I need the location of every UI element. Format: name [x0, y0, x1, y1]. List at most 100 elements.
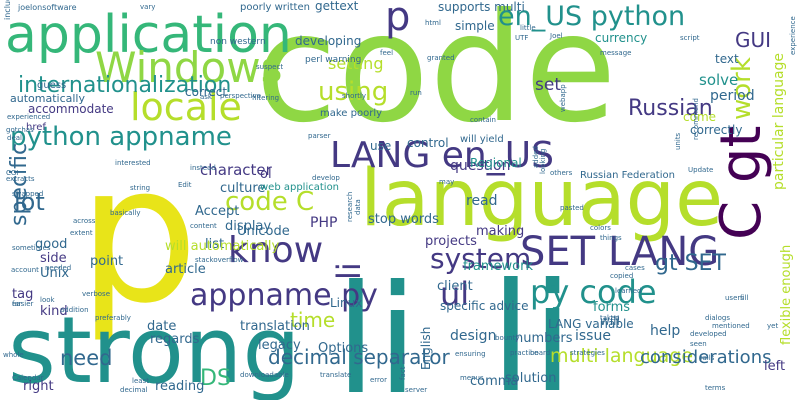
word-point: point	[90, 254, 123, 269]
word-use: use	[370, 139, 391, 153]
word-experienced: experienced	[7, 113, 50, 121]
word-c-gt: C gt	[709, 126, 774, 240]
word-data: data	[354, 199, 362, 215]
word-specific: specific	[7, 143, 32, 226]
word-li: li	[335, 254, 418, 400]
word-design: design	[450, 328, 496, 344]
word-projects: projects	[425, 234, 477, 249]
word-issue: issue	[575, 328, 611, 344]
word-py-code: py code	[530, 273, 657, 311]
word-good: good	[35, 237, 67, 252]
word-shortly: shortly	[342, 92, 366, 100]
word-correctly: correctly	[690, 123, 742, 137]
word-string: string	[130, 184, 150, 192]
word-seen: seen	[690, 340, 707, 348]
word-gui: GUI	[735, 28, 771, 52]
word-reading: reading	[155, 379, 204, 394]
word-setting: setting	[328, 54, 383, 73]
word-side: side	[40, 251, 67, 266]
word-linux: Linux	[330, 296, 362, 310]
word-article: article	[165, 262, 206, 277]
word-work: work	[727, 57, 757, 120]
word-error: error	[370, 376, 387, 384]
word-language: language	[360, 154, 723, 244]
word-code-c: code C	[225, 187, 314, 217]
word-options: Options	[318, 341, 368, 356]
word-code: code	[255, 0, 617, 156]
word-considerations: considerations	[640, 347, 771, 368]
word-accept: Accept	[195, 204, 239, 219]
word-particular-language: particular language	[771, 53, 787, 190]
word-script: script	[680, 34, 700, 42]
word-learned: learned	[615, 287, 641, 295]
word-downloadable: downloadable	[240, 371, 289, 379]
word-unix: Unix	[40, 266, 69, 281]
word-run: run	[410, 89, 422, 97]
word-including: including	[3, 0, 12, 20]
word-may: may	[439, 178, 454, 186]
word-addition: addition	[60, 306, 89, 314]
word-verbose: verbose	[82, 290, 110, 298]
word-added: added	[532, 146, 540, 168]
word-ul: ul	[440, 275, 469, 313]
word-li: li	[490, 252, 573, 400]
word-calendar: Calendar	[12, 374, 44, 382]
word-interested: interested	[115, 159, 151, 167]
word-bounty: bounty	[495, 334, 520, 342]
word-sometimes: sometimes	[12, 244, 51, 252]
word-lang-variable: LANG variable	[548, 317, 634, 331]
word-users: users	[725, 294, 744, 302]
word-fails: fails	[700, 354, 715, 362]
word-control: control	[407, 136, 449, 150]
word-tag: tag	[12, 287, 33, 302]
word-non-western: non western	[210, 37, 266, 47]
word-edit: Edit	[178, 181, 192, 189]
word-internationalization: internationalization	[18, 73, 231, 98]
word-need: need	[60, 346, 112, 370]
word-display: display	[225, 219, 271, 234]
word-list: list	[205, 237, 224, 252]
word-research: research	[346, 192, 354, 222]
word-stop-words: stop words	[368, 212, 439, 227]
word-translation: translation	[240, 319, 310, 334]
word-pasted: pasted	[560, 204, 584, 212]
word-granted: granted	[427, 54, 455, 62]
word-needed: needed	[45, 264, 71, 272]
word-comma: comma	[470, 374, 518, 389]
word-regards: regards	[150, 332, 200, 347]
word-develop: develop	[312, 174, 340, 182]
word-appname-py: appname py	[190, 278, 378, 313]
word-russian: Russian	[628, 96, 713, 121]
word-guess: guess	[37, 80, 66, 91]
word-cgi: CGI	[6, 169, 18, 177]
word-automatically: automatically	[10, 92, 85, 105]
word-specific-advice: specific advice	[440, 299, 529, 313]
word-gotchas: gotchas	[6, 126, 34, 134]
word-will: will	[600, 314, 620, 328]
word-others: others	[550, 169, 573, 177]
word-practice: practice	[510, 349, 538, 357]
word-fact: fact	[399, 366, 407, 380]
word-dialogs: dialogs	[705, 314, 730, 322]
word-lang-en-us: LANG en_US	[330, 135, 554, 176]
word-look: look	[40, 296, 56, 304]
word-ds: DS	[200, 366, 231, 391]
word-looking: looking	[539, 149, 547, 174]
word-update: Update	[688, 166, 713, 174]
word-web-application: web application	[260, 182, 339, 193]
word-yet: yet	[767, 322, 778, 330]
word-stackoverflow: stackoverflow	[195, 256, 244, 264]
word-little: little	[520, 24, 536, 32]
word-perspective: perspective	[220, 92, 261, 100]
word-set: set	[535, 75, 561, 95]
word-make-poorly: make poorly	[320, 108, 382, 119]
word-extent: extent	[70, 229, 93, 237]
word-joel: Joel	[549, 32, 563, 40]
word-experience: experience	[789, 16, 797, 55]
word-whole: whole	[3, 351, 24, 359]
word-p: p	[78, 124, 199, 345]
word-li: li	[330, 262, 368, 280]
word-ask: ask	[200, 93, 213, 101]
word-utf: UTF	[515, 34, 528, 42]
word-far: far	[12, 300, 22, 308]
